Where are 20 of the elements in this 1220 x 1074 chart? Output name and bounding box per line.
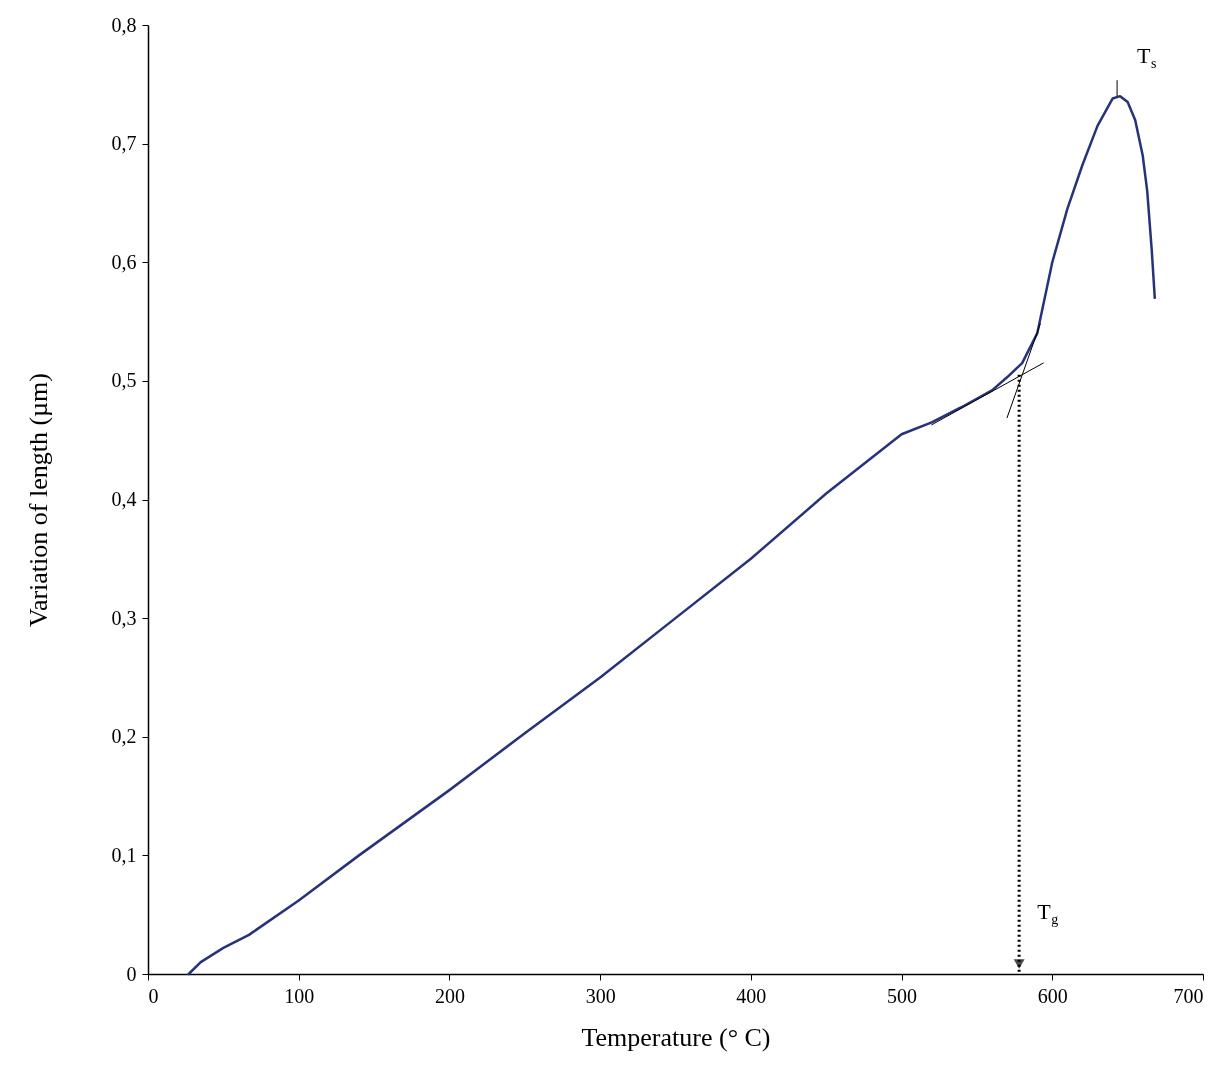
- y-tick-label: 0,3: [111, 606, 137, 629]
- x-tick-label: 700: [1173, 984, 1204, 1007]
- y-tick-label: 0,7: [111, 132, 137, 155]
- x-tick-label: 400: [736, 984, 767, 1007]
- x-tick-label: 100: [284, 984, 315, 1007]
- x-tick-label: 0: [148, 984, 159, 1007]
- y-tick-label: 0: [126, 962, 137, 985]
- line-series: [187, 94, 1157, 976]
- y-tick-label: 0,6: [111, 250, 137, 273]
- x-tick-label: 500: [887, 984, 918, 1007]
- y-tick-label: 0,8: [111, 13, 137, 36]
- x-axis-title: Temperature (° C): [581, 1022, 771, 1052]
- y-tick-label: 0,4: [111, 488, 137, 510]
- x-tick-label: 300: [585, 984, 616, 1007]
- y-axis-title: Variation of length (µm): [23, 373, 53, 627]
- y-tick-label: 0,2: [111, 725, 137, 748]
- y-tick-label: 0,1: [111, 843, 137, 866]
- y-tick-label: 0,5: [111, 369, 137, 392]
- x-tick-label: 600: [1037, 984, 1068, 1007]
- x-tick-label: 200: [434, 984, 465, 1007]
